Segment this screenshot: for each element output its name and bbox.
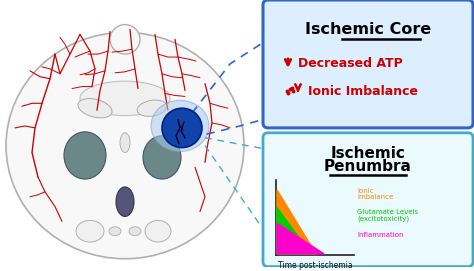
Text: Ionic
Imbalance: Ionic Imbalance (357, 188, 393, 200)
Circle shape (162, 108, 202, 148)
Text: Glutamate Levels
(excitotoxicity): Glutamate Levels (excitotoxicity) (357, 209, 418, 222)
Ellipse shape (151, 100, 209, 151)
Ellipse shape (145, 220, 171, 242)
Ellipse shape (109, 227, 121, 235)
Ellipse shape (64, 132, 106, 179)
Polygon shape (277, 190, 316, 254)
Ellipse shape (6, 33, 244, 259)
Ellipse shape (120, 133, 130, 153)
Ellipse shape (137, 100, 167, 116)
FancyBboxPatch shape (263, 0, 473, 128)
Ellipse shape (116, 187, 134, 217)
Text: Inflammation: Inflammation (357, 232, 403, 238)
Ellipse shape (80, 81, 170, 116)
Polygon shape (277, 208, 311, 254)
Text: Ionic Imbalance: Ionic Imbalance (308, 85, 418, 98)
Ellipse shape (76, 220, 104, 242)
Polygon shape (277, 223, 324, 254)
Text: Time post-ischemia: Time post-ischemia (278, 261, 352, 270)
FancyBboxPatch shape (263, 133, 473, 267)
Ellipse shape (78, 99, 112, 118)
Text: Ischemic: Ischemic (330, 146, 405, 161)
Text: Ischemic Core: Ischemic Core (305, 22, 431, 37)
Ellipse shape (110, 25, 140, 54)
Ellipse shape (143, 136, 181, 179)
Text: Penumbra: Penumbra (324, 159, 412, 174)
Ellipse shape (129, 227, 141, 235)
Text: Decreased ATP: Decreased ATP (298, 57, 403, 70)
